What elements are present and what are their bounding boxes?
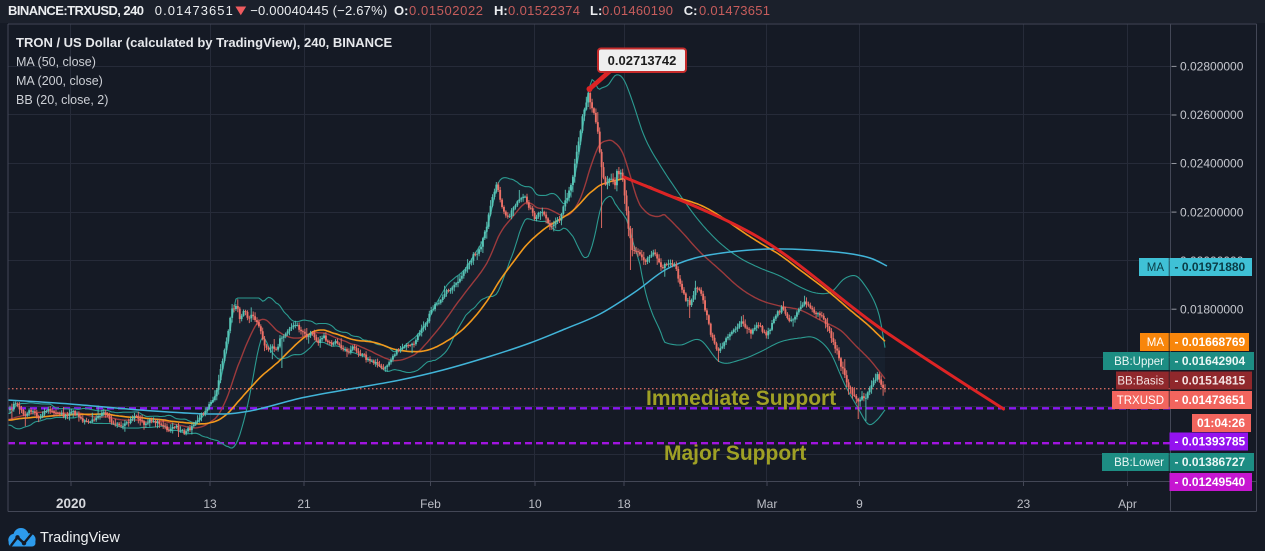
svg-text:0.01473651: 0.01473651 [155, 3, 233, 18]
svg-text:0.02200000: 0.02200000 [1180, 205, 1244, 219]
svg-text:0.02713742: 0.02713742 [608, 53, 677, 68]
svg-text:0.02400000: 0.02400000 [1180, 157, 1244, 171]
svg-text:TRON / US Dollar (calculated b: TRON / US Dollar (calculated by TradingV… [16, 35, 392, 50]
svg-text:Immediate Support: Immediate Support [646, 387, 836, 410]
svg-text:0.02800000: 0.02800000 [1180, 60, 1244, 74]
svg-text:0.02600000: 0.02600000 [1180, 108, 1244, 122]
svg-text:- 0.01971880: - 0.01971880 [1175, 260, 1246, 274]
svg-text:BINANCE:TRXUSD, 240: BINANCE:TRXUSD, 240 [8, 3, 144, 18]
svg-text:−0.00040445 (−2.67%): −0.00040445 (−2.67%) [250, 3, 387, 18]
svg-text:0.01502022: 0.01502022 [409, 3, 483, 18]
svg-text:Major Support: Major Support [664, 442, 806, 465]
svg-text:MA: MA [1147, 262, 1165, 274]
svg-text:BB:Upper: BB:Upper [1114, 356, 1164, 368]
svg-text:BB (20, close, 2): BB (20, close, 2) [16, 93, 108, 107]
svg-text:- 0.01393785: - 0.01393785 [1175, 435, 1246, 449]
svg-text:Mar: Mar [757, 497, 778, 511]
svg-text:MA (200, close): MA (200, close) [16, 74, 103, 88]
svg-text:MA (50, close): MA (50, close) [16, 55, 96, 69]
svg-text:- 0.01642904: - 0.01642904 [1175, 354, 1246, 368]
svg-text:9: 9 [856, 497, 863, 511]
svg-text:- 0.01668769: - 0.01668769 [1175, 335, 1246, 349]
svg-text:Feb: Feb [420, 497, 441, 511]
svg-text:H:: H: [494, 3, 508, 18]
svg-text:TRXUSD: TRXUSD [1117, 395, 1164, 407]
svg-text:C:: C: [684, 3, 698, 18]
svg-text:0.01460190: 0.01460190 [602, 3, 673, 18]
svg-text:- 0.01514815: - 0.01514815 [1175, 374, 1246, 388]
svg-text:O:: O: [394, 3, 408, 18]
svg-text:- 0.01386727: - 0.01386727 [1175, 455, 1246, 469]
svg-text:MA: MA [1147, 337, 1165, 349]
svg-text:BB:Basis: BB:Basis [1117, 376, 1164, 388]
svg-text:0.01522374: 0.01522374 [508, 3, 580, 18]
svg-text:BB:Lower: BB:Lower [1114, 457, 1164, 469]
svg-text:- 0.01473651: - 0.01473651 [1175, 393, 1246, 407]
svg-text:TradingView: TradingView [40, 530, 120, 546]
svg-text:2020: 2020 [56, 496, 86, 511]
svg-text:18: 18 [617, 497, 631, 511]
svg-text:- 0.01249540: - 0.01249540 [1175, 475, 1246, 489]
svg-text:L:: L: [590, 3, 602, 18]
svg-text:Apr: Apr [1118, 497, 1137, 511]
svg-text:0.01800000: 0.01800000 [1180, 302, 1244, 316]
svg-text:23: 23 [1017, 497, 1031, 511]
svg-text:10: 10 [528, 497, 542, 511]
svg-text:01:04:26: 01:04:26 [1197, 416, 1245, 430]
svg-text:13: 13 [203, 497, 217, 511]
svg-text:0.01473651: 0.01473651 [699, 3, 770, 18]
svg-text:21: 21 [297, 497, 311, 511]
